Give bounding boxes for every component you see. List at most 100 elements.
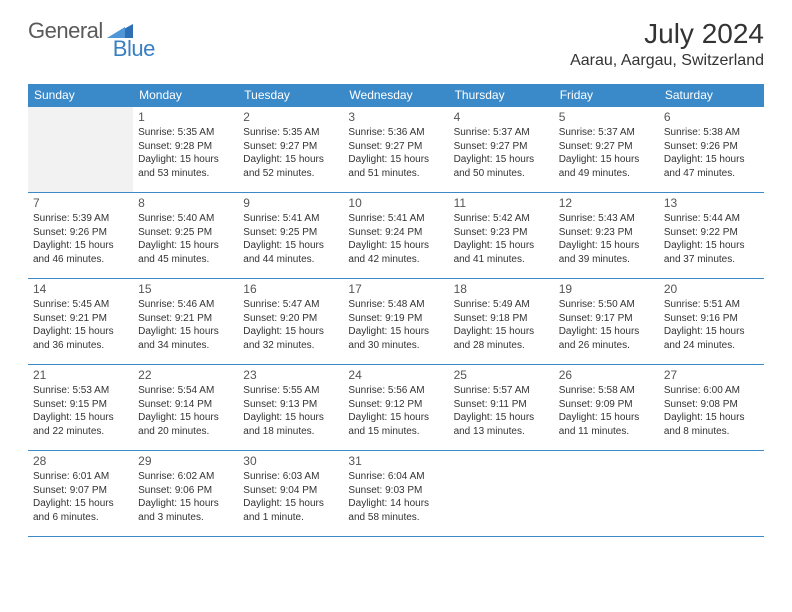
calendar-row: 1Sunrise: 5:35 AMSunset: 9:28 PMDaylight…: [28, 107, 764, 193]
calendar-cell: 28 Sunrise: 6:01 AMSunset: 9:07 PMDayligh…: [28, 451, 133, 537]
calendar-cell: 18Sunrise: 5:49 AMSunset: 9:18 PMDayligh…: [449, 279, 554, 365]
weekday-header: Thursday: [449, 84, 554, 107]
day-info: Sunrise: 5:56 AMSunset: 9:12 PMDaylight:…: [348, 384, 443, 438]
calendar-cell: 30 Sunrise: 6:03 AMSunset: 9:04 PMDayligh…: [238, 451, 343, 537]
day-number: 5: [559, 110, 654, 124]
calendar-cell: 29Sunrise: 6:02 AMSunset: 9:06 PMDayligh…: [133, 451, 238, 537]
calendar-cell: 12 Sunrise: 5:43 AMSunset: 9:23 PMDayligh…: [554, 193, 659, 279]
day-number: 22: [138, 368, 233, 382]
calendar-cell: 16 Sunrise: 5:47 AMSunset: 9:20 PMDayligh…: [238, 279, 343, 365]
day-number: 3: [348, 110, 443, 124]
weekday-header: Sunday: [28, 84, 133, 107]
weekday-header: Monday: [133, 84, 238, 107]
calendar-cell: 10Sunrise: 5:41 AMSunset: 9:24 PMDayligh…: [343, 193, 448, 279]
title-block: July 2024 Aarau, Aargau, Switzerland: [570, 18, 764, 70]
calendar-cell: 5 Sunrise: 5:37 AMSunset: 9:27 PMDaylight…: [554, 107, 659, 193]
calendar-cell: 14Sunrise: 5:45 AMSunset: 9:21 PMDayligh…: [28, 279, 133, 365]
day-info: Sunrise: 5:50 AMSunset: 9:17 PMDaylight:…: [559, 298, 654, 352]
logo-text-blue: Blue: [113, 36, 155, 62]
weekday-header: Saturday: [659, 84, 764, 107]
day-info: Sunrise: 5:35 AMSunset: 9:27 PMDaylight:…: [243, 126, 338, 180]
day-number: 27: [664, 368, 759, 382]
day-number: 2: [243, 110, 338, 124]
day-number: 15: [138, 282, 233, 296]
calendar-cell: 7 Sunrise: 5:39 AMSunset: 9:26 PMDaylight…: [28, 193, 133, 279]
calendar-cell: 1Sunrise: 5:35 AMSunset: 9:28 PMDaylight…: [133, 107, 238, 193]
day-info: Sunrise: 5:35 AMSunset: 9:28 PMDaylight:…: [138, 126, 233, 180]
day-number: 17: [348, 282, 443, 296]
day-info: Sunrise: 5:58 AMSunset: 9:09 PMDaylight:…: [559, 384, 654, 438]
calendar-cell: 9 Sunrise: 5:41 AMSunset: 9:25 PMDaylight…: [238, 193, 343, 279]
calendar-cell: 31 Sunrise: 6:04 AMSunset: 9:03 PMDayligh…: [343, 451, 448, 537]
day-info: Sunrise: 5:37 AMSunset: 9:27 PMDaylight:…: [559, 126, 654, 180]
day-number: 11: [454, 196, 549, 210]
day-number: 13: [664, 196, 759, 210]
day-number: 28: [33, 454, 128, 468]
calendar-row: 28 Sunrise: 6:01 AMSunset: 9:07 PMDayligh…: [28, 451, 764, 537]
calendar-cell: 24 Sunrise: 5:56 AMSunset: 9:12 PMDayligh…: [343, 365, 448, 451]
weekday-header: Friday: [554, 84, 659, 107]
calendar-cell: 23 Sunrise: 5:55 AMSunset: 9:13 PMDayligh…: [238, 365, 343, 451]
day-number: 24: [348, 368, 443, 382]
calendar-cell: [659, 451, 764, 537]
day-number: 26: [559, 368, 654, 382]
calendar-cell: 11 Sunrise: 5:42 AMSunset: 9:23 PMDayligh…: [449, 193, 554, 279]
logo: General Blue: [28, 18, 155, 44]
day-number: 18: [454, 282, 549, 296]
calendar-cell: 4Sunrise: 5:37 AMSunset: 9:27 PMDaylight…: [449, 107, 554, 193]
day-info: Sunrise: 6:00 AMSunset: 9:08 PMDaylight:…: [664, 384, 759, 438]
day-info: Sunrise: 5:39 AMSunset: 9:26 PMDaylight:…: [33, 212, 128, 266]
day-number: 23: [243, 368, 338, 382]
day-number: 12: [559, 196, 654, 210]
calendar-cell: 15 Sunrise: 5:46 AMSunset: 9:21 PMDayligh…: [133, 279, 238, 365]
weekday-header: Tuesday: [238, 84, 343, 107]
calendar-cell: 8 Sunrise: 5:40 AMSunset: 9:25 PMDaylight…: [133, 193, 238, 279]
day-info: Sunrise: 5:38 AMSunset: 9:26 PMDaylight:…: [664, 126, 759, 180]
calendar-row: 7 Sunrise: 5:39 AMSunset: 9:26 PMDaylight…: [28, 193, 764, 279]
day-info: Sunrise: 5:57 AMSunset: 9:11 PMDaylight:…: [454, 384, 549, 438]
calendar-row: 14Sunrise: 5:45 AMSunset: 9:21 PMDayligh…: [28, 279, 764, 365]
day-info: Sunrise: 6:01 AMSunset: 9:07 PMDaylight:…: [33, 470, 128, 524]
calendar-cell: 19Sunrise: 5:50 AMSunset: 9:17 PMDayligh…: [554, 279, 659, 365]
day-number: 8: [138, 196, 233, 210]
calendar-cell: 2 Sunrise: 5:35 AMSunset: 9:27 PMDaylight…: [238, 107, 343, 193]
calendar-body: 1Sunrise: 5:35 AMSunset: 9:28 PMDaylight…: [28, 107, 764, 537]
calendar-cell: 26 Sunrise: 5:58 AMSunset: 9:09 PMDayligh…: [554, 365, 659, 451]
calendar-cell: [449, 451, 554, 537]
day-info: Sunrise: 5:55 AMSunset: 9:13 PMDaylight:…: [243, 384, 338, 438]
calendar-row: 21Sunrise: 5:53 AMSunset: 9:15 PMDayligh…: [28, 365, 764, 451]
calendar-table: SundayMondayTuesdayWednesdayThursdayFrid…: [28, 84, 764, 537]
day-info: Sunrise: 5:53 AMSunset: 9:15 PMDaylight:…: [33, 384, 128, 438]
month-title: July 2024: [570, 18, 764, 50]
day-number: 7: [33, 196, 128, 210]
day-number: 10: [348, 196, 443, 210]
day-info: Sunrise: 6:04 AMSunset: 9:03 PMDaylight:…: [348, 470, 443, 524]
day-number: 4: [454, 110, 549, 124]
day-info: Sunrise: 5:43 AMSunset: 9:23 PMDaylight:…: [559, 212, 654, 266]
day-number: 16: [243, 282, 338, 296]
day-info: Sunrise: 5:40 AMSunset: 9:25 PMDaylight:…: [138, 212, 233, 266]
day-info: Sunrise: 6:03 AMSunset: 9:04 PMDaylight:…: [243, 470, 338, 524]
calendar-cell: 22Sunrise: 5:54 AMSunset: 9:14 PMDayligh…: [133, 365, 238, 451]
day-number: 20: [664, 282, 759, 296]
header: General Blue July 2024 Aarau, Aargau, Sw…: [28, 18, 764, 70]
day-info: Sunrise: 5:42 AMSunset: 9:23 PMDaylight:…: [454, 212, 549, 266]
day-info: Sunrise: 5:48 AMSunset: 9:19 PMDaylight:…: [348, 298, 443, 352]
calendar-cell: 20Sunrise: 5:51 AMSunset: 9:16 PMDayligh…: [659, 279, 764, 365]
day-number: 14: [33, 282, 128, 296]
weekday-header-row: SundayMondayTuesdayWednesdayThursdayFrid…: [28, 84, 764, 107]
day-info: Sunrise: 6:02 AMSunset: 9:06 PMDaylight:…: [138, 470, 233, 524]
day-number: 30: [243, 454, 338, 468]
day-info: Sunrise: 5:46 AMSunset: 9:21 PMDaylight:…: [138, 298, 233, 352]
day-info: Sunrise: 5:44 AMSunset: 9:22 PMDaylight:…: [664, 212, 759, 266]
calendar-cell: [554, 451, 659, 537]
calendar-cell: 25Sunrise: 5:57 AMSunset: 9:11 PMDayligh…: [449, 365, 554, 451]
calendar-cell: [28, 107, 133, 193]
logo-text-general: General: [28, 18, 103, 44]
calendar-cell: 17 Sunrise: 5:48 AMSunset: 9:19 PMDayligh…: [343, 279, 448, 365]
day-number: 31: [348, 454, 443, 468]
day-info: Sunrise: 5:41 AMSunset: 9:25 PMDaylight:…: [243, 212, 338, 266]
location: Aarau, Aargau, Switzerland: [570, 52, 764, 70]
day-number: 9: [243, 196, 338, 210]
day-info: Sunrise: 5:47 AMSunset: 9:20 PMDaylight:…: [243, 298, 338, 352]
